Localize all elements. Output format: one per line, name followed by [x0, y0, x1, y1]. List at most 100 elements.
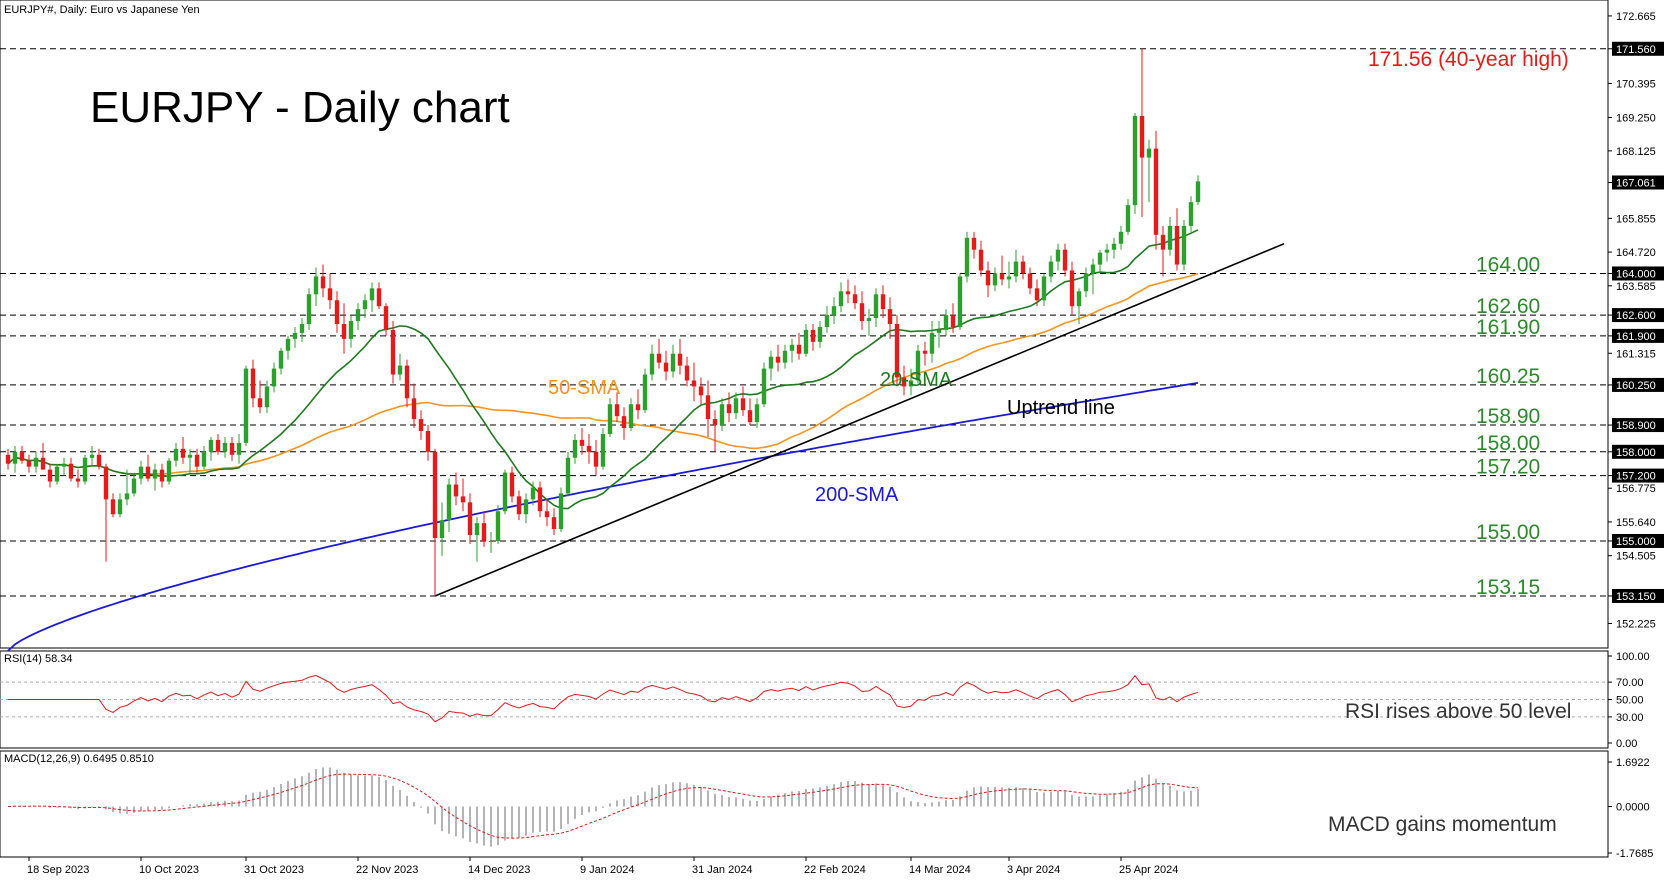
level-label: 155.00 — [1476, 521, 1540, 544]
time-tick-label: 10 Oct 2023 — [139, 864, 199, 876]
rsi-line — [8, 674, 1199, 723]
candle-body — [733, 398, 739, 414]
candle-body — [1041, 276, 1047, 301]
price-tag — [1612, 377, 1664, 392]
candle-body — [1160, 234, 1166, 250]
candle-body — [908, 380, 914, 387]
candle-body — [229, 442, 235, 455]
candle-body — [19, 451, 25, 461]
price-tick-label: 152.225 — [1616, 618, 1656, 630]
candle-body — [201, 451, 207, 467]
price-tick-label: 163.585 — [1616, 281, 1656, 293]
rsi-tick-label: 0.00 — [1616, 738, 1637, 750]
candle-body — [488, 540, 494, 542]
price-tag — [1612, 175, 1664, 190]
candle-body — [579, 439, 585, 446]
rsi-tick-label: 70.00 — [1616, 677, 1644, 689]
price-tick-label: 155.640 — [1616, 517, 1656, 529]
candle-body — [873, 294, 879, 319]
candle-body — [523, 499, 529, 515]
candle-body — [670, 353, 676, 372]
candle-body — [1048, 261, 1054, 277]
candle-body — [852, 294, 858, 304]
candle-body — [1013, 261, 1019, 277]
main-panel — [0, 0, 1609, 649]
candle-body — [726, 404, 732, 414]
candle-body — [586, 445, 592, 452]
time-tick-label: 9 Jan 2024 — [580, 864, 634, 876]
price-tag — [1612, 266, 1664, 281]
candle-body — [943, 315, 949, 330]
candle-body — [614, 404, 620, 417]
candle-body — [628, 404, 634, 429]
candle-body — [1188, 202, 1194, 226]
price-tick-label: 161.315 — [1616, 348, 1656, 360]
candle-body — [635, 404, 641, 411]
candle-body — [54, 466, 60, 482]
candle-body — [40, 457, 46, 470]
price-tag — [1612, 533, 1664, 548]
candle-body — [159, 469, 165, 482]
price-tick-label: 171.560 — [1616, 44, 1656, 56]
candle-body — [320, 276, 326, 289]
macd-plot: 1.6922 0.0000 -1.7685 — [7, 757, 1653, 860]
candle-body — [173, 448, 179, 461]
price-tag — [1612, 328, 1664, 343]
candle-body — [768, 356, 774, 369]
candle-body — [789, 344, 795, 351]
candle-body — [1125, 205, 1131, 232]
candle-body — [362, 300, 368, 310]
candle-body — [754, 404, 760, 423]
price-tick-label: 164.720 — [1616, 247, 1656, 259]
candle-body — [313, 276, 319, 295]
candle-body — [138, 466, 144, 479]
candle-body — [103, 466, 109, 500]
level-label: 161.90 — [1476, 316, 1540, 339]
candle-body — [894, 324, 900, 378]
price-tag — [1612, 41, 1664, 56]
candle-body — [1104, 249, 1110, 253]
candle-body — [922, 350, 928, 354]
candle-body — [474, 523, 480, 536]
macd-tick-label: -1.7685 — [1616, 848, 1653, 860]
sma50-line — [7, 272, 1199, 475]
candle-body — [705, 395, 711, 420]
rsi-tick-label: 30.00 — [1616, 712, 1644, 724]
candle-body — [1111, 243, 1117, 250]
candle-body — [75, 478, 81, 482]
candle-body — [649, 353, 655, 375]
candle-body — [530, 487, 536, 500]
candle-body — [936, 329, 942, 333]
level-label: 153.15 — [1476, 576, 1540, 599]
candle-body — [572, 439, 578, 458]
candle-body — [383, 306, 389, 330]
candle-body — [460, 496, 466, 503]
macd-header: MACD(12,26,9) 0.6495 0.8510 — [4, 753, 154, 765]
price-tick-label: 155.000 — [1616, 536, 1656, 548]
price-tick-label: 162.600 — [1616, 310, 1656, 322]
candle-body — [600, 433, 606, 467]
candle-body — [1027, 273, 1033, 289]
candle-body — [215, 439, 221, 452]
time-tick-label: 31 Jan 2024 — [692, 864, 753, 876]
price-tick-label: 158.000 — [1616, 447, 1656, 459]
candle-body — [1195, 181, 1201, 203]
candle-body — [250, 368, 256, 399]
time-tick-label: 25 Apr 2024 — [1119, 864, 1178, 876]
candle-body — [1132, 115, 1138, 206]
candle-body — [208, 439, 214, 452]
time-tick-label: 14 Mar 2024 — [909, 864, 971, 876]
candle-body — [929, 332, 935, 354]
candle-body — [698, 386, 704, 396]
candle-body — [915, 350, 921, 381]
price-tick-label: 170.395 — [1616, 78, 1656, 90]
candle-body — [152, 469, 158, 479]
candle-body — [565, 457, 571, 494]
candle-body — [278, 350, 284, 369]
candle-body — [418, 419, 424, 431]
candle-body — [887, 309, 893, 324]
time-tick-label: 22 Nov 2023 — [356, 864, 418, 876]
level-label: 162.60 — [1476, 295, 1540, 318]
price-tick-label: 167.061 — [1616, 177, 1656, 189]
